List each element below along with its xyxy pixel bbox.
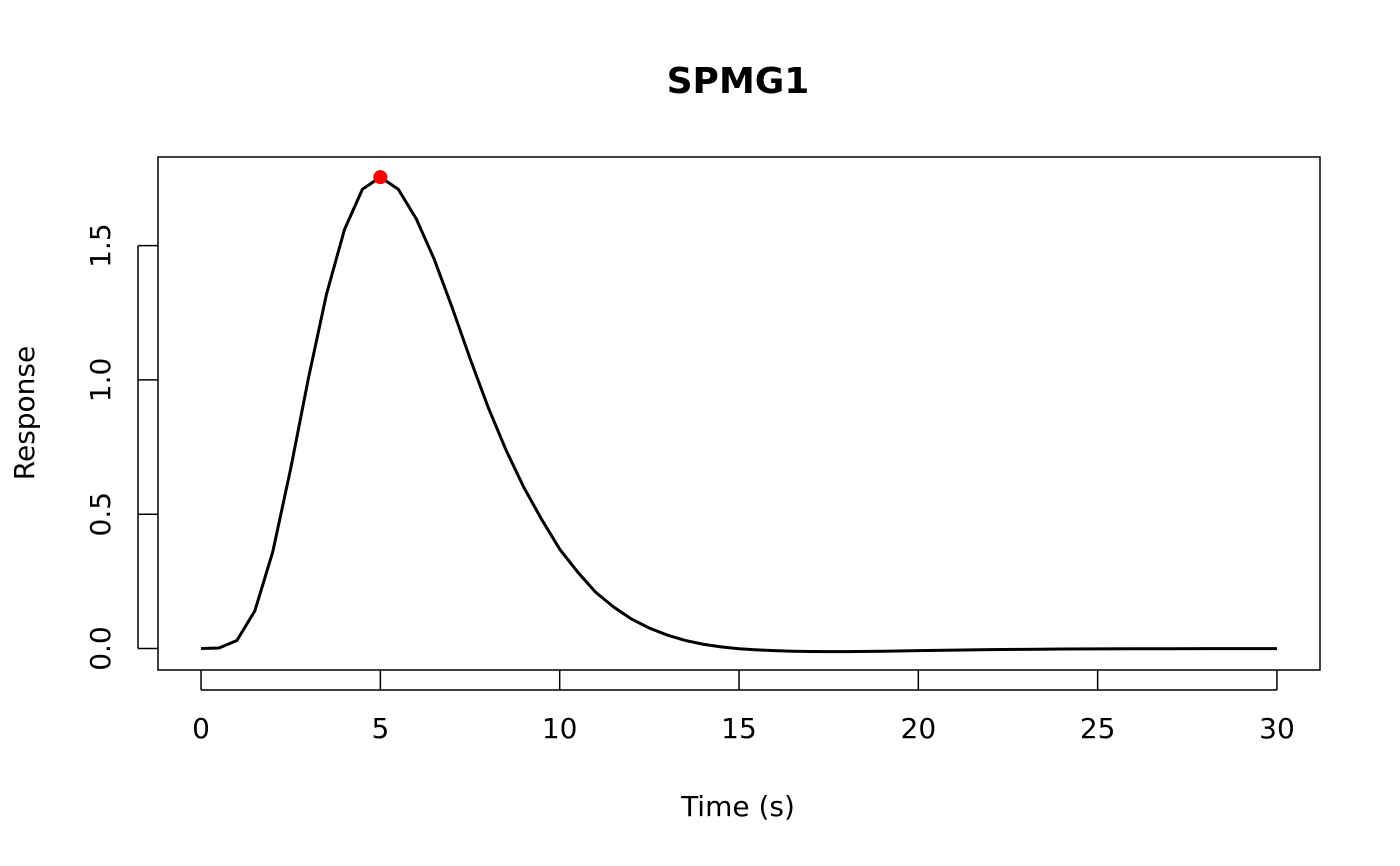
x-tick-label: 0 (192, 712, 210, 745)
peak-point (373, 170, 388, 185)
x-tick-label: 15 (721, 712, 757, 745)
y-tick-label: 1.5 (84, 223, 117, 268)
response-curve (200, 175, 1277, 654)
x-tick-label: 30 (1259, 712, 1295, 745)
highlight-layer (373, 170, 388, 185)
plot-area-border (157, 156, 1321, 671)
y-tick-label: 0.0 (84, 626, 117, 671)
x-axis: 0 5 10 15 20 25 30 (192, 670, 1295, 745)
x-axis-label: Time (s) (680, 790, 795, 823)
y-tick-label: 0.5 (84, 492, 117, 537)
y-axis-label: Response (8, 346, 41, 480)
x-tick-label: 5 (371, 712, 389, 745)
y-axis: 0.0 0.5 1.0 1.5 (84, 223, 158, 671)
x-tick-label: 10 (542, 712, 578, 745)
chart-title: SPMG1 (667, 61, 810, 102)
series-layer (200, 175, 1277, 654)
y-tick-label: 1.0 (84, 358, 117, 403)
x-tick-label: 25 (1080, 712, 1116, 745)
x-tick-label: 20 (901, 712, 937, 745)
